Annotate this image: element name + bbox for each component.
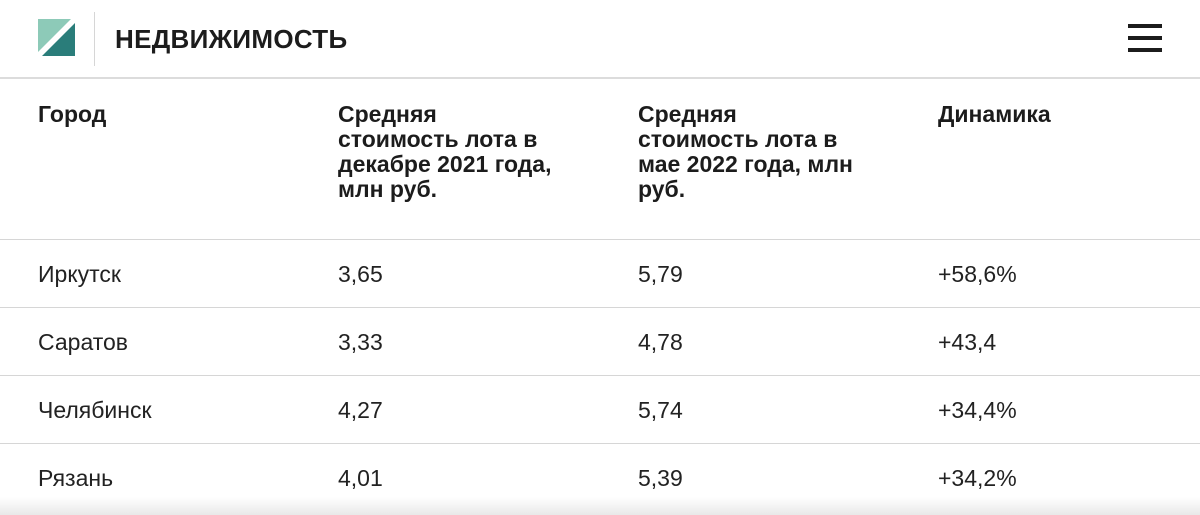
cell-dynamics: +58,6% — [938, 261, 1017, 287]
table-row: Рязань 4,01 5,39 +34,2% — [0, 444, 1200, 508]
price-table: Город Средняя стоимость лота в декабре 2… — [0, 79, 1200, 508]
menu-bar — [1128, 48, 1162, 52]
column-header-dynamics: Динамика — [938, 101, 1051, 127]
cell-dynamics: +34,4% — [938, 397, 1017, 423]
cell-city: Иркутск — [38, 261, 121, 287]
cell-dec-2021: 3,65 — [338, 261, 383, 287]
menu-bar — [1128, 24, 1162, 28]
cell-city: Челябинск — [38, 397, 152, 423]
column-header-may-2022: Средняя стоимость лота в мае 2022 года, … — [638, 101, 853, 202]
table-row: Саратов 3,33 4,78 +43,4 — [0, 308, 1200, 376]
cell-dynamics: +43,4 — [938, 329, 997, 355]
cell-dec-2021: 4,27 — [338, 397, 383, 423]
column-header-city: Город — [38, 101, 107, 127]
section-title[interactable]: НЕДВИЖИМОСТЬ — [115, 24, 348, 54]
cell-dynamics: +34,2% — [938, 465, 1017, 491]
table-header-row: Город Средняя стоимость лота в декабре 2… — [0, 79, 1200, 240]
table-row: Иркутск 3,65 5,79 +58,6% — [0, 240, 1200, 308]
cell-city: Рязань — [38, 465, 114, 491]
hamburger-menu-icon[interactable] — [1128, 24, 1162, 52]
site-header: НЕДВИЖИМОСТЬ — [0, 0, 1200, 79]
menu-bar — [1128, 36, 1162, 40]
cell-may-2022: 5,39 — [638, 465, 683, 491]
cell-may-2022: 4,78 — [638, 329, 683, 355]
column-header-dec-2021: Средняя стоимость лота в декабре 2021 го… — [338, 101, 552, 202]
header-divider — [94, 12, 95, 66]
logo-graphic — [38, 19, 75, 56]
cell-dec-2021: 4,01 — [338, 465, 383, 491]
cell-dec-2021: 3,33 — [338, 329, 383, 355]
cell-may-2022: 5,74 — [638, 397, 683, 423]
table-row: Челябинск 4,27 5,74 +34,4% — [0, 376, 1200, 444]
logo-icon[interactable] — [38, 19, 75, 56]
cell-may-2022: 5,79 — [638, 261, 683, 287]
cell-city: Саратов — [38, 329, 129, 355]
